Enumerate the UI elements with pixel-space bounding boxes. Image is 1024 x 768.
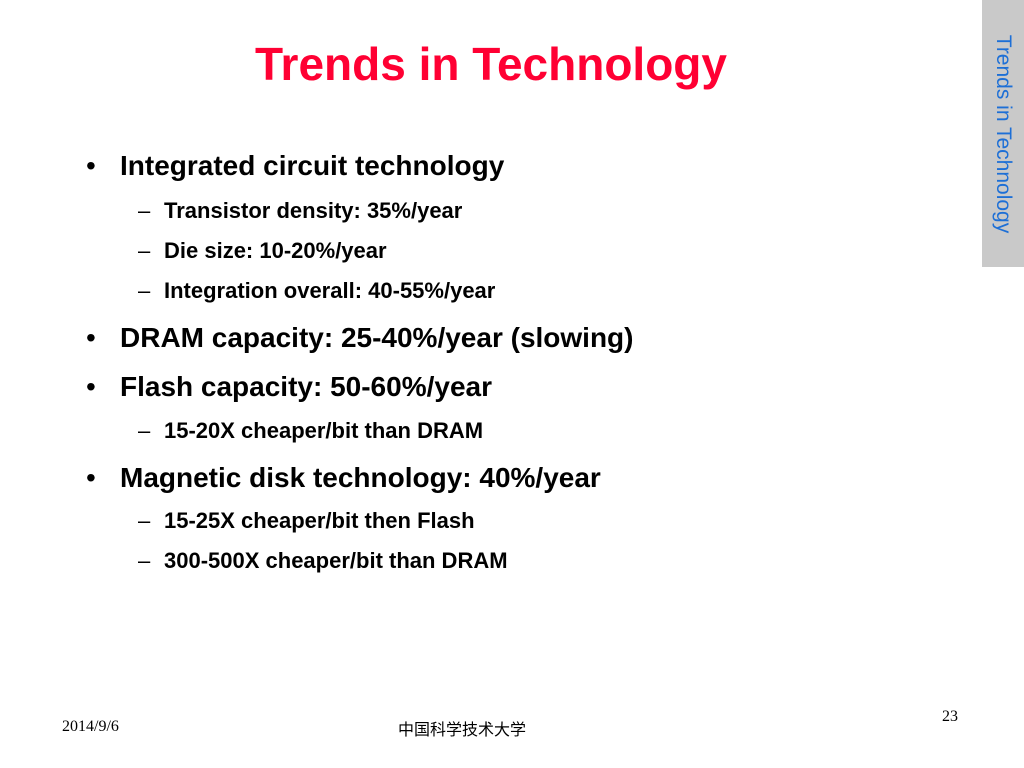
sub-bullet-text: Integration overall: 40-55%/year: [164, 278, 496, 303]
dash-icon: –: [138, 508, 151, 533]
bullet-text: Magnetic disk technology: 40%/year: [120, 462, 601, 493]
footer-organization: 中国科学技术大学: [398, 720, 527, 739]
bullet-text: Integrated circuit technology: [120, 150, 505, 181]
sub-bullet-text: Transistor density: 35%/year: [164, 198, 463, 223]
dash-icon: –: [138, 418, 151, 443]
page-number: 23: [942, 708, 958, 725]
sub-bullet-text: 300-500X cheaper/bit than DRAM: [164, 548, 508, 573]
bullet-icon: •: [86, 322, 96, 353]
bullet-icon: •: [86, 462, 96, 493]
bullet-icon: •: [86, 371, 96, 402]
sub-bullet-text: 15-25X cheaper/bit then Flash: [164, 508, 475, 533]
dash-icon: –: [138, 238, 151, 263]
footer-date: 2014/9/6: [62, 718, 119, 735]
dash-icon: –: [138, 548, 151, 573]
slide-title: Trends in Technology: [255, 38, 727, 90]
bullet-list: • Integrated circuit technology – Transi…: [86, 0, 966, 650]
side-tab-label-wrap: Trends in Technology: [982, 0, 1024, 267]
side-tab: Trends in Technology: [982, 0, 1024, 267]
dash-icon: –: [138, 278, 151, 303]
sub-bullet-text: 15-20X cheaper/bit than DRAM: [164, 418, 484, 443]
sub-bullet-text: Die size: 10-20%/year: [164, 238, 387, 263]
dash-icon: –: [138, 198, 151, 223]
bullet-icon: •: [86, 150, 96, 181]
bullet-text: DRAM capacity: 25-40%/year (slowing): [120, 322, 634, 353]
bullet-text: Flash capacity: 50-60%/year: [120, 371, 492, 402]
side-tab-label: Trends in Technology: [992, 34, 1015, 233]
